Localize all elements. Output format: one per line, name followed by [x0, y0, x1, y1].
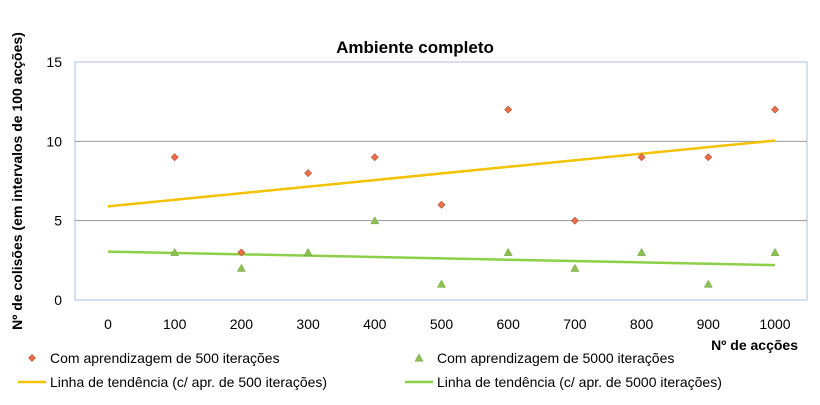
legend-label-trend2: Linha de tendência (c/ apr. de 5000 iter… — [437, 374, 722, 390]
x-tick-label: 600 — [497, 316, 521, 332]
x-tick-label: 700 — [563, 316, 587, 332]
x-tick-label: 1000 — [759, 316, 790, 332]
point-series1-x400 — [370, 153, 379, 162]
x-tick-label: 0 — [104, 316, 112, 332]
legend-label-series2: Com aprendizagem de 5000 iterações — [437, 350, 674, 366]
x-tick-label: 100 — [163, 316, 187, 332]
y-axis-label: Nº de colisões (em intervalos de 100 acç… — [9, 32, 25, 330]
point-series2-x300 — [303, 247, 313, 256]
chart-title: Ambiente completo — [336, 38, 494, 57]
legend-label-series1: Com aprendizagem de 500 iterações — [50, 350, 280, 366]
point-series2-x900 — [703, 279, 713, 288]
point-series2-x800 — [637, 247, 647, 256]
x-tick-label: 200 — [230, 316, 254, 332]
y-tick-label: 15 — [46, 54, 62, 70]
point-series1-x900 — [704, 153, 713, 162]
y-tick-label: 10 — [46, 133, 62, 149]
x-tick-label: 400 — [363, 316, 387, 332]
point-series1-x200 — [237, 248, 246, 257]
point-series1-x700 — [570, 216, 579, 225]
y-tick-label: 5 — [54, 213, 62, 229]
y-tick-label: 0 — [54, 292, 62, 308]
legend-label-trend1: Linha de tendência (c/ apr. de 500 itera… — [50, 374, 327, 390]
point-series2-x100 — [170, 247, 180, 256]
point-series2-x1000 — [770, 247, 780, 256]
point-series1-x1000 — [771, 105, 779, 114]
point-series1-x100 — [170, 153, 179, 162]
point-series1-x800 — [637, 153, 646, 162]
point-series2-x500 — [437, 279, 446, 288]
x-tick-label: 500 — [430, 316, 454, 332]
point-series2-x600 — [503, 247, 513, 256]
point-series1-x500 — [437, 200, 446, 209]
plot-area — [74, 61, 808, 301]
legend: Com aprendizagem de 500 iterações Com apr… — [18, 350, 722, 390]
x-tick-label: 300 — [296, 316, 320, 332]
trendline-2 — [107, 250, 776, 267]
point-series1-x600 — [504, 105, 513, 114]
legend-marker-series1 — [28, 354, 36, 362]
point-series2-x400 — [370, 216, 380, 225]
x-tick-label: 900 — [697, 316, 721, 332]
trendline-1 — [107, 139, 776, 208]
point-series1-x300 — [304, 169, 313, 177]
x-axis-label: Nº de acções — [711, 337, 798, 353]
x-tick-label: 800 — [630, 316, 654, 332]
point-series2-x200 — [236, 263, 246, 272]
point-series2-x700 — [570, 263, 580, 272]
legend-marker-series2 — [414, 353, 424, 362]
